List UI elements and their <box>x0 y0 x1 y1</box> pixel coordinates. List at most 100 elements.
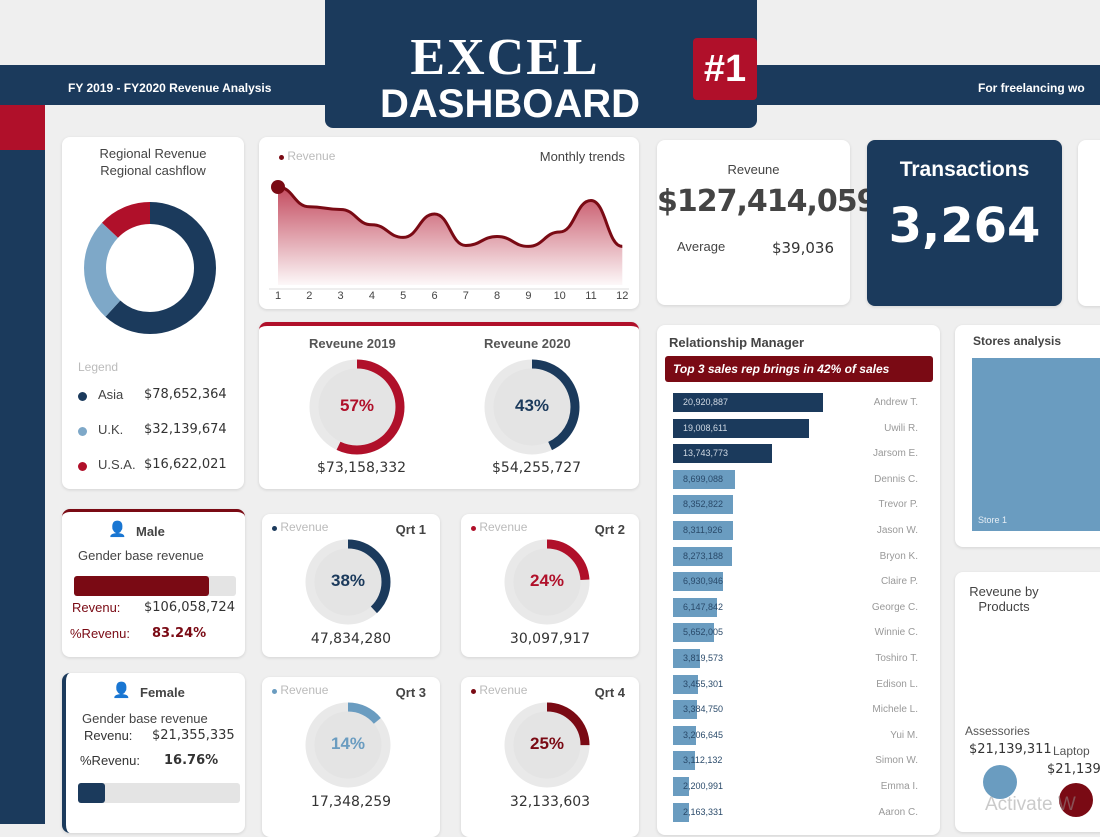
revenue-value: $21,355,335 <box>152 728 235 743</box>
legend-label: Revenue <box>479 520 528 534</box>
manager-bar[interactable] <box>673 546 733 566</box>
percent-label: 43% <box>514 396 550 415</box>
bar-value-label: 20,920,887 <box>683 397 729 407</box>
manager-bar[interactable] <box>673 623 714 643</box>
bar-value-label: 3,455,301 <box>683 678 724 689</box>
year-value: $73,158,332 <box>317 460 407 476</box>
manager-name: George C. <box>871 601 918 613</box>
x-tick-label: 11 <box>585 290 596 302</box>
transactions-kpi-card: Transactions 3,264 <box>867 140 1062 306</box>
sidebar-active-item[interactable] <box>0 105 45 150</box>
legend-value: $78,652,364 <box>144 387 227 402</box>
quarter-ring-chart: 14% <box>302 699 394 791</box>
manager-name: Andrew T. <box>873 397 918 408</box>
title-line1: EXCEL <box>410 29 600 86</box>
donut-segment[interactable] <box>84 202 216 334</box>
manager-banner: Top 3 sales rep brings in 42% of sales <box>665 356 933 382</box>
percent-label: %Revenu: <box>80 753 140 768</box>
activate-watermark: Activate W <box>985 794 1076 815</box>
product-bubble[interactable] <box>1059 783 1093 817</box>
stores-title: Stores analysis <box>973 334 1062 348</box>
gender-progress-fill <box>74 576 209 596</box>
ring-progress[interactable] <box>504 702 590 788</box>
manager-bar[interactable] <box>673 802 689 822</box>
quarter-legend: Revenue <box>471 683 527 697</box>
products-title: Reveune by Products <box>969 584 1039 614</box>
quarter-card: Revenue Qrt 2 30,097,917 24% <box>461 514 639 657</box>
ring-progress[interactable] <box>309 359 405 455</box>
relationship-manager-card: Relationship Manager Top 3 sales rep bri… <box>657 325 940 835</box>
x-tick-label: 6 <box>431 290 437 302</box>
x-tick-label: 5 <box>400 290 406 302</box>
manager-name: Claire P. <box>880 576 918 588</box>
yearly-revenue-card: Reveune 2019 $73,158,332 57% Reveune 2020 $5… <box>259 322 639 489</box>
manager-bar[interactable] <box>673 495 733 515</box>
year-ring-chart: 57% <box>306 356 408 458</box>
bar-value-label: 6,930,946 <box>683 576 724 587</box>
product-label: Assessories <box>965 724 1030 738</box>
ring-progress[interactable] <box>305 539 391 625</box>
manager-name: Michele L. <box>872 704 918 716</box>
revenue-value: $106,058,724 <box>144 600 235 615</box>
person-icon: 👤 <box>112 682 131 699</box>
manager-bar[interactable] <box>673 597 718 617</box>
year-ring-chart: 43% <box>481 356 583 458</box>
legend-dot-icon <box>471 689 476 694</box>
ring-progress[interactable] <box>484 359 580 455</box>
partial-card <box>1078 140 1100 306</box>
manager-bar[interactable] <box>673 572 723 592</box>
store-1-treemap-tile[interactable]: Store 1 <box>972 358 1100 531</box>
legend-dot-icon <box>471 526 476 531</box>
manager-bar[interactable] <box>673 444 772 464</box>
manager-name: Trevor P. <box>878 499 918 511</box>
manager-name: Yui M. <box>890 729 918 741</box>
area-fill <box>278 187 623 285</box>
donut-segment[interactable] <box>84 202 216 334</box>
x-tick-label: 9 <box>525 290 531 302</box>
x-tick-label: 4 <box>369 290 375 302</box>
x-tick-label: 2 <box>306 290 312 302</box>
ring-progress[interactable] <box>305 702 391 788</box>
quarter-legend: Revenue <box>471 520 527 534</box>
gender-progress-fill <box>78 783 106 803</box>
manager-name: Jason W. <box>876 525 918 536</box>
gender-subtitle: Gender base revenue <box>78 548 204 563</box>
revenue-label: Revenu: <box>84 728 133 743</box>
bar-value-label: 3,112,132 <box>683 755 723 766</box>
product-bubble[interactable] <box>983 765 1017 799</box>
monthly-legend: Revenue <box>279 149 335 163</box>
bar-value-label: 19,008,611 <box>683 422 728 433</box>
manager-bar[interactable] <box>673 469 736 489</box>
x-tick-label: 7 <box>463 290 469 302</box>
manager-bar[interactable] <box>673 700 698 720</box>
legend-dot-icon <box>78 427 87 436</box>
quarter-card: Revenue Qrt 3 17,348,259 14% <box>262 677 440 837</box>
gender-title: Female <box>140 685 185 700</box>
quarter-value: 47,834,280 <box>310 631 392 647</box>
manager-bar[interactable] <box>673 418 810 438</box>
legend-label: Revenue <box>280 520 329 534</box>
quarter-title: Qrt 1 <box>395 522 426 537</box>
gender-card: 👤 Male Gender base revenue Revenu: $106,0… <box>62 509 245 657</box>
ring-center <box>513 711 581 779</box>
products-card: Reveune by Products Assessories $21,139,… <box>955 572 1100 832</box>
manager-bar[interactable] <box>673 393 823 412</box>
manager-bar[interactable] <box>673 674 698 694</box>
legend-dot-icon <box>272 689 277 694</box>
bar-value-label: 3,206,645 <box>683 729 724 740</box>
regional-revenue-card: Regional Revenue Regional cashflow Legen… <box>62 137 244 489</box>
quarter-legend: Revenue <box>272 520 328 534</box>
data-point[interactable] <box>271 180 285 194</box>
ring-progress[interactable] <box>504 539 590 625</box>
percent-label: 25% <box>529 734 565 753</box>
bar-value-label: 8,311,926 <box>683 525 723 535</box>
manager-bar[interactable] <box>673 521 733 540</box>
manager-name: Edison L. <box>876 678 918 690</box>
x-tick-label: 8 <box>494 290 500 302</box>
year-title: Reveune 2019 <box>309 336 396 351</box>
manager-bar[interactable] <box>673 777 689 796</box>
manager-name: Bryon K. <box>879 550 918 562</box>
manager-bar[interactable] <box>673 725 696 745</box>
manager-bar[interactable] <box>673 751 696 771</box>
manager-bar[interactable] <box>673 649 701 668</box>
